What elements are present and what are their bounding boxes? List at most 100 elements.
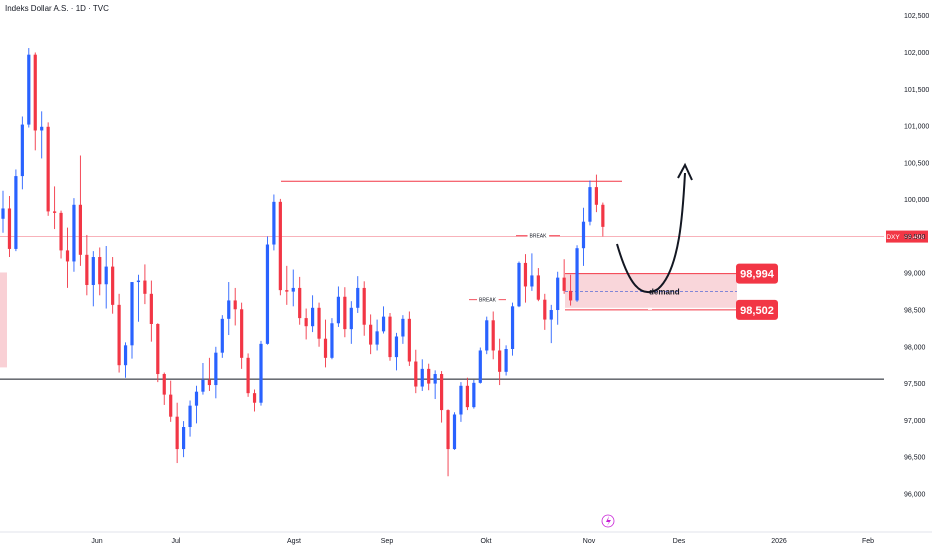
y-tick-label: 96,000 xyxy=(904,491,926,498)
candle-body xyxy=(336,296,340,324)
candle-body xyxy=(259,343,263,403)
candle xyxy=(510,302,515,356)
candle-body xyxy=(233,300,237,310)
candle xyxy=(207,357,211,391)
candle-body xyxy=(491,320,495,351)
candle xyxy=(291,269,295,307)
break-2-bg xyxy=(477,296,499,305)
candle-body xyxy=(85,254,89,285)
candle-body xyxy=(446,410,450,450)
candle-body xyxy=(111,266,115,305)
candle xyxy=(246,353,250,397)
x-tick-label: Des xyxy=(673,538,686,545)
y-tick-label: 99,000 xyxy=(904,271,926,278)
candle xyxy=(523,254,528,303)
candle xyxy=(504,345,508,376)
candle xyxy=(272,194,276,251)
candle xyxy=(201,362,205,395)
candle xyxy=(40,111,44,159)
candle-body xyxy=(381,316,386,332)
candle-body xyxy=(323,338,328,358)
candle xyxy=(123,342,128,378)
break-1-label: BREAK xyxy=(530,233,548,239)
candle xyxy=(156,323,160,383)
candle-body xyxy=(388,316,392,358)
candle-body xyxy=(175,416,179,450)
candle-body xyxy=(504,349,508,372)
candle-body xyxy=(485,320,489,351)
projection-arrow xyxy=(616,172,686,294)
candle-body xyxy=(220,318,224,353)
candle xyxy=(14,169,18,252)
candle xyxy=(491,311,495,360)
candle xyxy=(7,195,12,258)
candle-body xyxy=(401,318,405,337)
candle-body xyxy=(420,368,424,387)
candle-body xyxy=(375,331,379,345)
candle-body xyxy=(311,307,315,327)
candle-body xyxy=(20,124,24,177)
candle-body xyxy=(272,201,276,245)
candle xyxy=(323,319,328,368)
candle xyxy=(485,316,489,355)
candle-body xyxy=(65,250,70,262)
candle-body xyxy=(91,257,95,285)
candle-body xyxy=(343,296,347,330)
axis-layer: 102,500 102,000 101,500 101,000 100,500 100,0… xyxy=(0,13,932,545)
candle xyxy=(601,202,605,237)
candle xyxy=(569,274,573,306)
overlay-layer: BREAK BREAK 98,994 98,502 DXY 99,498 xyxy=(469,162,928,320)
candle xyxy=(420,359,424,391)
candle-body xyxy=(356,287,360,308)
candle xyxy=(349,301,353,344)
candle xyxy=(594,174,598,213)
demand-top-tag-label: 98,994 xyxy=(740,269,775,281)
candle-body xyxy=(59,212,63,251)
candle-body xyxy=(72,204,76,262)
candle-body xyxy=(304,318,308,327)
candle xyxy=(369,314,373,355)
candle-body xyxy=(369,324,373,345)
candle xyxy=(259,340,263,406)
candle xyxy=(530,253,534,291)
symbol-label: DXY xyxy=(886,234,900,241)
candle xyxy=(311,295,315,333)
candle xyxy=(517,261,521,308)
candle-body xyxy=(214,352,218,386)
candle xyxy=(343,287,347,338)
candle-body xyxy=(285,290,289,292)
candle xyxy=(285,265,289,305)
candle-body xyxy=(98,257,102,285)
candle-body xyxy=(465,385,469,408)
break-2-label: BREAK xyxy=(479,298,497,304)
candle-body xyxy=(291,287,295,292)
candle-body xyxy=(149,293,153,324)
x-tick-label: 2026 xyxy=(771,538,787,545)
candle xyxy=(220,315,224,358)
demand-label: demand xyxy=(649,288,680,297)
candle-body xyxy=(472,382,476,408)
candle xyxy=(452,412,457,450)
candle xyxy=(375,319,379,351)
candle-body xyxy=(594,187,598,205)
candle-body xyxy=(427,368,431,384)
current-price-label: 99,498 xyxy=(904,234,924,241)
candle-body xyxy=(394,336,399,358)
candle-body xyxy=(588,187,592,222)
candle xyxy=(330,318,334,360)
y-tick-label: 98,500 xyxy=(904,308,926,315)
candle-body xyxy=(349,307,353,330)
candle-body xyxy=(517,262,521,307)
candle xyxy=(78,155,82,266)
candle xyxy=(1,190,5,233)
candle xyxy=(459,382,463,422)
candle xyxy=(394,332,399,371)
candle-body xyxy=(298,287,302,319)
candle-body xyxy=(459,385,463,415)
candle xyxy=(556,271,560,325)
candle xyxy=(46,122,50,216)
y-tick-label: 102,500 xyxy=(904,13,929,20)
candle xyxy=(427,363,431,391)
candle-body xyxy=(510,306,515,350)
